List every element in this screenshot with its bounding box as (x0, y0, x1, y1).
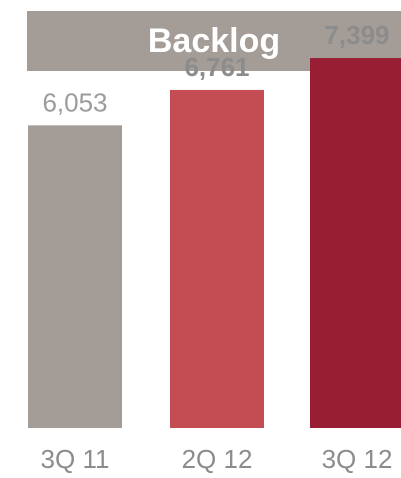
bar-2q12 (170, 89, 264, 428)
chart-title: Backlog (147, 21, 281, 60)
bar-3q11 (28, 125, 122, 428)
value-label-3q11: 6,053 (42, 87, 107, 117)
chart-title-bar: Backlog (27, 11, 401, 71)
category-label-3q11: 3Q 11 (41, 444, 110, 474)
value-label-2q12: 6,761 (184, 52, 249, 82)
category-label-2q12: 2Q 12 (182, 444, 253, 474)
category-label-3q12: 3Q 12 (322, 444, 393, 474)
bar-3q12 (310, 58, 401, 429)
value-label-3q12: 7,399 (324, 20, 389, 50)
